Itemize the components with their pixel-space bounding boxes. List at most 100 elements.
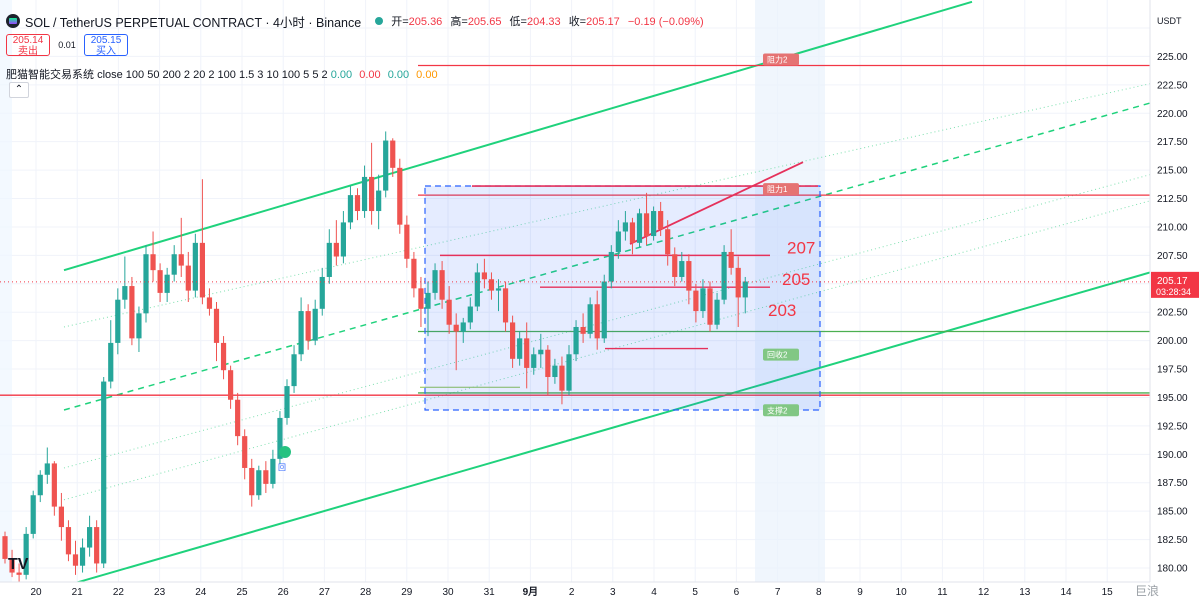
- candle[interactable]: [270, 449, 276, 489]
- candle[interactable]: [249, 458, 255, 507]
- candle[interactable]: [495, 279, 502, 312]
- symbol-title[interactable]: SOL / TetherUS PERPETUAL CONTRACT · 4小时 …: [25, 15, 362, 30]
- candle[interactable]: [376, 174, 382, 230]
- candle[interactable]: [284, 379, 290, 425]
- candle[interactable]: [658, 201, 664, 237]
- candle[interactable]: [460, 317, 466, 343]
- candle[interactable]: [319, 267, 325, 316]
- candle[interactable]: [178, 217, 184, 277]
- candle[interactable]: [242, 429, 248, 480]
- candle[interactable]: [742, 276, 748, 314]
- candle[interactable]: [72, 540, 79, 575]
- candle[interactable]: [220, 336, 227, 380]
- candle[interactable]: [185, 251, 191, 302]
- candle[interactable]: [115, 288, 121, 355]
- buy-button[interactable]: 205.15 买入: [84, 34, 128, 57]
- tradingview-logo-icon[interactable]: TV: [8, 556, 29, 573]
- candle[interactable]: [361, 165, 368, 218]
- candle[interactable]: [510, 315, 516, 368]
- candle[interactable]: [136, 306, 142, 352]
- chevron-up-icon[interactable]: ⌃: [9, 82, 29, 98]
- candle[interactable]: [622, 211, 628, 241]
- candle[interactable]: [199, 179, 205, 305]
- candle[interactable]: [714, 292, 720, 330]
- candle[interactable]: [192, 233, 198, 298]
- candle[interactable]: [129, 276, 135, 346]
- candle[interactable]: [580, 313, 586, 343]
- candle[interactable]: [383, 131, 389, 198]
- candle[interactable]: [263, 461, 269, 493]
- candle[interactable]: [608, 245, 614, 289]
- candle[interactable]: [615, 220, 621, 259]
- candle[interactable]: [531, 347, 537, 375]
- candle[interactable]: [235, 392, 241, 446]
- candle[interactable]: [37, 470, 43, 503]
- candle[interactable]: [23, 527, 29, 580]
- candle[interactable]: [87, 515, 93, 557]
- candle[interactable]: [559, 356, 565, 405]
- candle[interactable]: [291, 345, 297, 393]
- candle[interactable]: [9, 549, 15, 578]
- candle[interactable]: [538, 333, 544, 368]
- candle[interactable]: [735, 256, 741, 327]
- candle[interactable]: [347, 186, 354, 230]
- candle[interactable]: [425, 281, 431, 337]
- candle[interactable]: [58, 492, 64, 541]
- candle[interactable]: [30, 490, 36, 539]
- candle[interactable]: [488, 272, 495, 300]
- candle[interactable]: [517, 331, 523, 366]
- candle[interactable]: [587, 297, 593, 339]
- candle[interactable]: [728, 229, 734, 275]
- candle[interactable]: [206, 288, 213, 316]
- candle[interactable]: [171, 245, 177, 282]
- candle[interactable]: [524, 322, 530, 389]
- candle[interactable]: [369, 142, 375, 225]
- candle[interactable]: [164, 267, 170, 302]
- candle[interactable]: [94, 520, 100, 573]
- candle[interactable]: [672, 247, 678, 287]
- candle[interactable]: [326, 229, 332, 284]
- candle[interactable]: [594, 290, 600, 350]
- candle[interactable]: [397, 158, 403, 234]
- candle[interactable]: [665, 220, 671, 266]
- candle[interactable]: [44, 447, 50, 484]
- candle[interactable]: [552, 358, 558, 384]
- candle[interactable]: [439, 261, 445, 309]
- candle[interactable]: [700, 279, 706, 318]
- candle[interactable]: [545, 345, 551, 396]
- candle[interactable]: [51, 461, 57, 516]
- candle[interactable]: [333, 220, 339, 266]
- candle[interactable]: [453, 313, 459, 371]
- candle[interactable]: [446, 286, 452, 334]
- candle[interactable]: [573, 320, 579, 362]
- candle[interactable]: [2, 531, 8, 564]
- candle[interactable]: [502, 281, 509, 332]
- candle[interactable]: [481, 258, 487, 289]
- indicator-legend[interactable]: 肥猫智能交易系统 close 100 50 200 2 20 2 100 1.5…: [6, 66, 438, 82]
- candle[interactable]: [390, 138, 396, 177]
- candle[interactable]: [686, 254, 692, 305]
- candle[interactable]: [65, 520, 72, 562]
- candle[interactable]: [16, 563, 22, 584]
- candle[interactable]: [707, 281, 713, 332]
- candle[interactable]: [467, 297, 473, 330]
- candle[interactable]: [143, 245, 149, 323]
- candle[interactable]: [122, 256, 128, 309]
- candle[interactable]: [474, 263, 480, 312]
- candle[interactable]: [693, 283, 699, 323]
- candle[interactable]: [79, 538, 86, 573]
- candle[interactable]: [432, 263, 438, 300]
- candle[interactable]: [354, 188, 361, 221]
- candle[interactable]: [213, 301, 220, 362]
- candle[interactable]: [312, 299, 318, 346]
- candle[interactable]: [418, 276, 424, 327]
- candle[interactable]: [228, 365, 234, 409]
- candle[interactable]: [150, 231, 156, 282]
- candle[interactable]: [566, 345, 572, 396]
- candle[interactable]: [108, 320, 114, 389]
- candle[interactable]: [636, 208, 643, 248]
- candle[interactable]: [601, 274, 607, 343]
- candle[interactable]: [404, 215, 410, 268]
- candle[interactable]: [298, 297, 304, 362]
